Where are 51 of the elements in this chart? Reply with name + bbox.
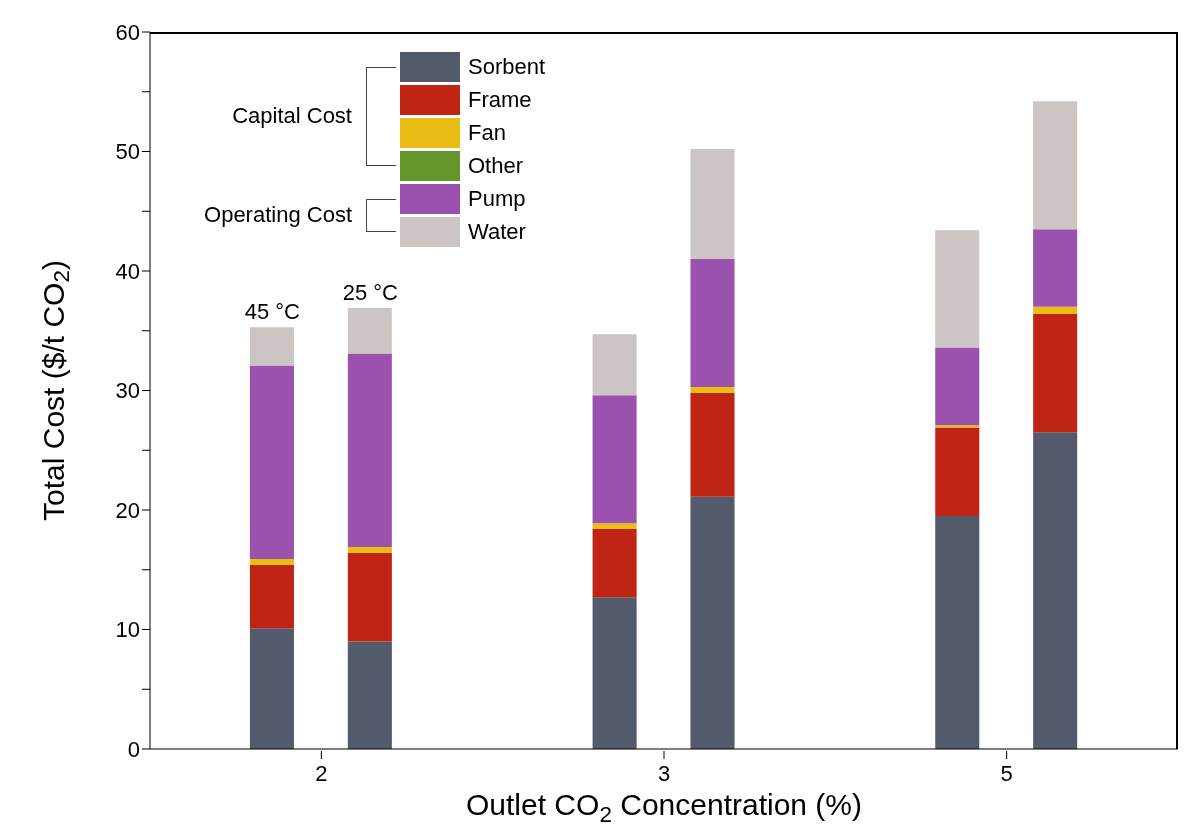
bar <box>592 334 637 396</box>
bar <box>1033 314 1078 433</box>
y-tick-label: 40 <box>115 258 140 284</box>
x-axis-title: Outlet CO$_{2}$ Concentration (%) <box>466 788 862 827</box>
x-tick-label: 5 <box>1000 761 1013 786</box>
bar <box>347 308 392 354</box>
legend-label: Frame <box>468 86 532 113</box>
bar <box>690 386 735 393</box>
bar <box>347 641 392 749</box>
bar <box>249 365 294 559</box>
x-tick-label: 2 <box>315 761 328 786</box>
bar <box>935 347 980 426</box>
bar <box>935 425 980 428</box>
bar <box>592 597 637 749</box>
bar <box>935 427 980 516</box>
bar <box>592 523 637 530</box>
y-tick-label: 10 <box>115 617 140 643</box>
legend-label: Pump <box>468 185 526 212</box>
bar <box>249 559 294 565</box>
bar <box>347 547 392 554</box>
y-tick-label: 0 <box>127 736 140 762</box>
y-tick-label: 50 <box>115 139 140 165</box>
bar <box>1033 306 1078 315</box>
y-tick-label: 60 <box>115 19 140 45</box>
bar <box>935 230 980 348</box>
legend-label: Water <box>468 218 526 245</box>
y-tick-label: 30 <box>115 378 140 404</box>
bar <box>592 529 637 598</box>
bar <box>592 395 637 524</box>
bar <box>1033 229 1078 307</box>
x-tick-label: 3 <box>657 761 671 786</box>
bar <box>1033 101 1078 230</box>
annotation: 25 °C <box>342 280 399 306</box>
bar <box>249 327 294 366</box>
y-tick-label: 20 <box>115 497 140 523</box>
bar <box>347 553 392 642</box>
bar <box>249 564 294 629</box>
bar <box>690 496 735 749</box>
bar <box>690 149 735 260</box>
bar <box>935 515 980 749</box>
bar <box>1033 432 1078 749</box>
bar <box>249 628 294 749</box>
legend-label: Fan <box>468 119 506 146</box>
annotation: Operating Cost <box>204 202 352 228</box>
legend-label: Sorbent <box>468 53 546 80</box>
annotation: Capital Cost <box>232 103 352 129</box>
legend-label: Other <box>468 152 524 179</box>
annotation: 45 °C <box>244 299 301 325</box>
bar <box>690 392 735 497</box>
bar <box>347 353 392 548</box>
bar <box>690 259 735 387</box>
